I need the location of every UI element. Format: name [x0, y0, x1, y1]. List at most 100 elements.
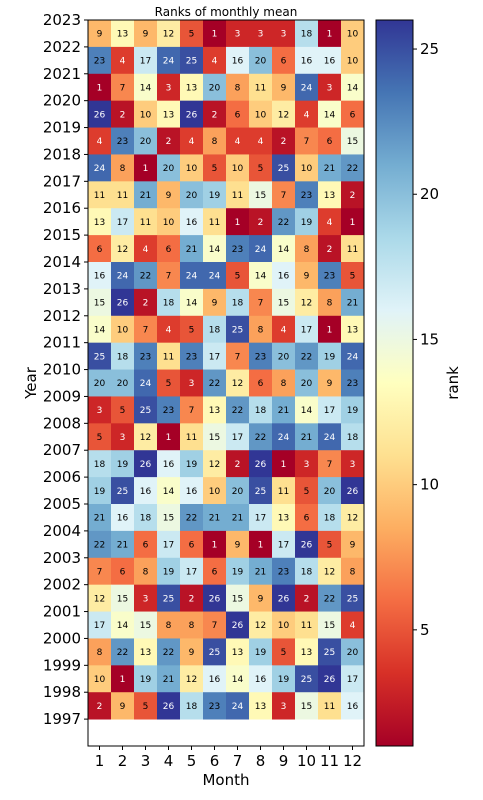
- cell-value-label: 9: [97, 30, 103, 40]
- cell-value-label: 9: [304, 272, 310, 282]
- heatmap-cell: [295, 396, 319, 424]
- cell-value-label: 23: [94, 57, 105, 67]
- heatmap-cell: [226, 127, 250, 155]
- cell-value-label: 11: [255, 83, 266, 93]
- heatmap-cell: [157, 557, 181, 586]
- heatmap-cell: [295, 20, 319, 48]
- cell-value-label: 23: [347, 379, 358, 389]
- heatmap-cell: [341, 127, 365, 155]
- y-tick-label: 2017: [43, 172, 81, 190]
- cell-value-label: 2: [189, 594, 195, 604]
- heatmap-cell: [134, 504, 158, 532]
- heatmap-cell: [111, 557, 135, 586]
- cell-value-label: 11: [209, 218, 220, 228]
- heatmap-cell: [341, 611, 365, 639]
- cell-value-label: 8: [281, 379, 287, 389]
- heatmap-cell: [203, 73, 227, 102]
- cell-value-label: 2: [166, 137, 172, 147]
- heatmap-cell: [341, 154, 365, 182]
- cell-value-label: 11: [324, 702, 335, 712]
- y-axis-title: Year: [22, 366, 40, 400]
- heatmap-cell: [157, 450, 181, 478]
- heatmap-cell: [249, 20, 273, 48]
- cell-value-label: 11: [186, 433, 197, 443]
- cell-value-label: 24: [117, 272, 129, 282]
- cell-value-label: 3: [281, 702, 287, 712]
- cell-value-label: 26: [347, 487, 359, 497]
- cell-value-label: 8: [166, 621, 172, 631]
- heatmap-cell: [111, 154, 135, 182]
- cell-value-label: 10: [278, 621, 290, 631]
- cell-value-label: 25: [94, 352, 105, 362]
- cell-value-label: 8: [304, 245, 310, 255]
- heatmap-cell: [157, 342, 181, 370]
- y-tick-label: 2022: [43, 38, 81, 56]
- cell-value-label: 21: [278, 406, 289, 416]
- heatmap-cell: [272, 315, 296, 344]
- heatmap-cell: [249, 208, 273, 236]
- cell-value-label: 1: [212, 30, 218, 40]
- heatmap-cell: [157, 100, 181, 128]
- cell-value-label: 19: [347, 406, 359, 416]
- cell-value-label: 8: [235, 83, 241, 93]
- cell-value-label: 12: [301, 299, 312, 309]
- cell-value-label: 6: [120, 567, 126, 577]
- cell-value-label: 16: [94, 272, 106, 282]
- heatmap-cell: [203, 46, 227, 75]
- heatmap-cell: [203, 154, 227, 182]
- colorbar-title: rank: [444, 366, 462, 400]
- x-tick-label: 6: [210, 752, 220, 770]
- cell-value-label: 17: [324, 406, 335, 416]
- heatmap-cell: [318, 530, 342, 559]
- cell-value-label: 14: [255, 272, 267, 282]
- heatmap-cell: [318, 396, 342, 424]
- heatmap-cell: [88, 235, 112, 263]
- cell-value-label: 19: [232, 567, 244, 577]
- cell-value-label: 16: [301, 57, 313, 67]
- heatmap-cell: [226, 235, 250, 263]
- cell-value-label: 13: [232, 648, 243, 658]
- cell-value-label: 4: [258, 137, 264, 147]
- cell-value-label: 15: [324, 621, 335, 631]
- heatmap-cell: [203, 692, 227, 720]
- cell-value-label: 9: [327, 379, 333, 389]
- heatmap-cell: [88, 396, 112, 424]
- cell-value-label: 22: [347, 164, 358, 174]
- cell-value-label: 23: [140, 352, 151, 362]
- heatmap-cell: [134, 20, 158, 48]
- cell-value-label: 6: [212, 567, 218, 577]
- heatmap-cell: [180, 342, 204, 370]
- heatmap-cell: [295, 530, 319, 559]
- heatmap-cell: [318, 665, 342, 693]
- heatmap-cell: [180, 181, 204, 209]
- colorbar-tick-label: 10: [420, 476, 439, 494]
- heatmap-cell: [88, 73, 112, 102]
- heatmap-cell: [318, 369, 342, 397]
- heatmap-cell: [226, 477, 250, 505]
- cell-value-label: 13: [140, 648, 151, 658]
- y-axis-ticks: 2023 2022 2021 2020 2019 2018 2017 2016 2015 2014…: [43, 11, 88, 728]
- cell-value-label: 19: [117, 460, 129, 470]
- cell-value-label: 20: [140, 137, 152, 147]
- heatmap-cell: [180, 692, 204, 720]
- heatmap-cell: [134, 530, 158, 559]
- cell-value-label: 22: [324, 594, 335, 604]
- cell-value-label: 16: [163, 460, 175, 470]
- heatmap-cell: [203, 342, 227, 370]
- cell-value-label: 13: [255, 702, 266, 712]
- cell-value-label: 6: [97, 245, 103, 255]
- cell-value-label: 10: [209, 487, 221, 497]
- heatmap-cell: [111, 127, 135, 155]
- cell-value-label: 25: [278, 164, 289, 174]
- heatmap-cell: [134, 262, 158, 290]
- heatmap-cell: [272, 208, 296, 236]
- heatmap-cell: [318, 288, 342, 317]
- cell-value-label: 5: [120, 406, 126, 416]
- cell-value-label: 4: [350, 621, 356, 631]
- cell-value-label: 8: [143, 567, 149, 577]
- cell-value-label: 19: [278, 675, 290, 685]
- heatmap-cell: [180, 396, 204, 424]
- cell-value-label: 1: [327, 325, 333, 335]
